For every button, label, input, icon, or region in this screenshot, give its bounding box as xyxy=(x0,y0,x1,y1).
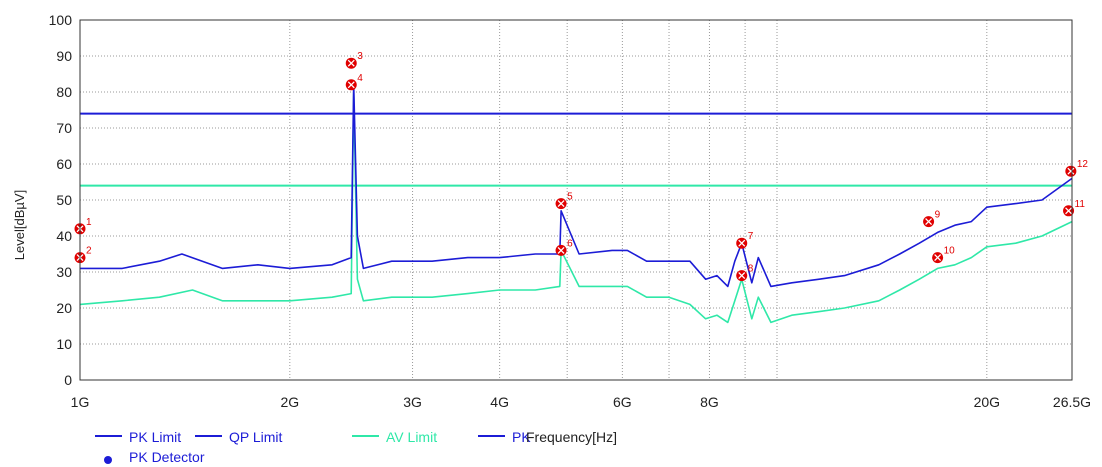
peak-marker-cross xyxy=(1067,167,1075,175)
x-tick-label: 8G xyxy=(700,394,719,410)
legend: PK Limit QP Limit AV Limit PK PK Detector xyxy=(95,429,531,465)
x-axis-label: Frequency[Hz] xyxy=(526,429,617,445)
peak-marker-label: 1 xyxy=(86,217,92,228)
peak-marker-cross xyxy=(347,59,355,67)
peak-marker-cross xyxy=(557,246,565,254)
x-tick-label: 1G xyxy=(71,394,90,410)
plot-border xyxy=(79,19,1073,381)
legend-label: AV Limit xyxy=(386,429,437,445)
y-tick-label: 50 xyxy=(56,192,72,208)
legend-label: QP Limit xyxy=(229,429,283,445)
x-tick-label: 2G xyxy=(280,394,299,410)
y-tick-label: 100 xyxy=(49,12,73,28)
peak-marker-cross xyxy=(934,254,942,262)
y-tick-label: 30 xyxy=(56,264,72,280)
series-line xyxy=(80,84,1073,288)
peak-marker-cross xyxy=(1065,207,1073,215)
peak-marker-label: 6 xyxy=(567,238,573,249)
y-tick-label: 40 xyxy=(56,228,72,244)
x-tick-label: 20G xyxy=(974,394,1000,410)
y-axis-label: Level[dBµV] xyxy=(12,190,27,260)
peak-marker-label: 7 xyxy=(748,231,754,242)
x-tick-label: 3G xyxy=(403,394,422,410)
series-line xyxy=(79,91,1073,324)
y-tick-label: 90 xyxy=(56,48,72,64)
peak-marker-label: 12 xyxy=(1077,159,1089,170)
series-lines xyxy=(79,84,1073,324)
peak-marker-cross xyxy=(347,81,355,89)
legend-label: PK Limit xyxy=(129,429,181,445)
y-tick-labels: 0 10 20 30 40 50 60 70 80 90 100 xyxy=(49,12,73,388)
legend-dot xyxy=(104,456,112,464)
peak-marker-cross xyxy=(738,272,746,280)
x-tick-labels: 1G 2G 3G 4G 6G 8G 20G 26.5G xyxy=(71,394,1091,410)
y-tick-label: 80 xyxy=(56,84,72,100)
legend-label: PK Detector xyxy=(129,449,205,465)
peak-marker-label: 4 xyxy=(357,73,363,84)
y-tick-label: 0 xyxy=(64,372,72,388)
peak-marker-label: 10 xyxy=(944,246,956,257)
peak-marker-cross xyxy=(557,200,565,208)
peak-marker-label: 3 xyxy=(357,51,363,62)
legend-label: PK xyxy=(512,429,531,445)
y-tick-label: 70 xyxy=(56,120,72,136)
plot-frame xyxy=(79,19,1073,381)
peak-marker-label: 11 xyxy=(1075,199,1086,210)
y-tick-label: 10 xyxy=(56,336,72,352)
peak-marker-cross xyxy=(738,239,746,247)
x-tick-label: 26.5G xyxy=(1053,394,1091,410)
y-tick-label: 20 xyxy=(56,300,72,316)
peak-marker-label: 2 xyxy=(86,246,92,257)
peak-marker-label: 8 xyxy=(748,264,754,275)
x-tick-label: 4G xyxy=(490,394,509,410)
peak-marker-label: 9 xyxy=(935,210,941,221)
y-tick-label: 60 xyxy=(56,156,72,172)
x-tick-label: 6G xyxy=(613,394,632,410)
peak-marker-label: 5 xyxy=(567,192,573,203)
peak-marker-cross xyxy=(925,218,933,226)
limit-lines xyxy=(80,112,1072,187)
